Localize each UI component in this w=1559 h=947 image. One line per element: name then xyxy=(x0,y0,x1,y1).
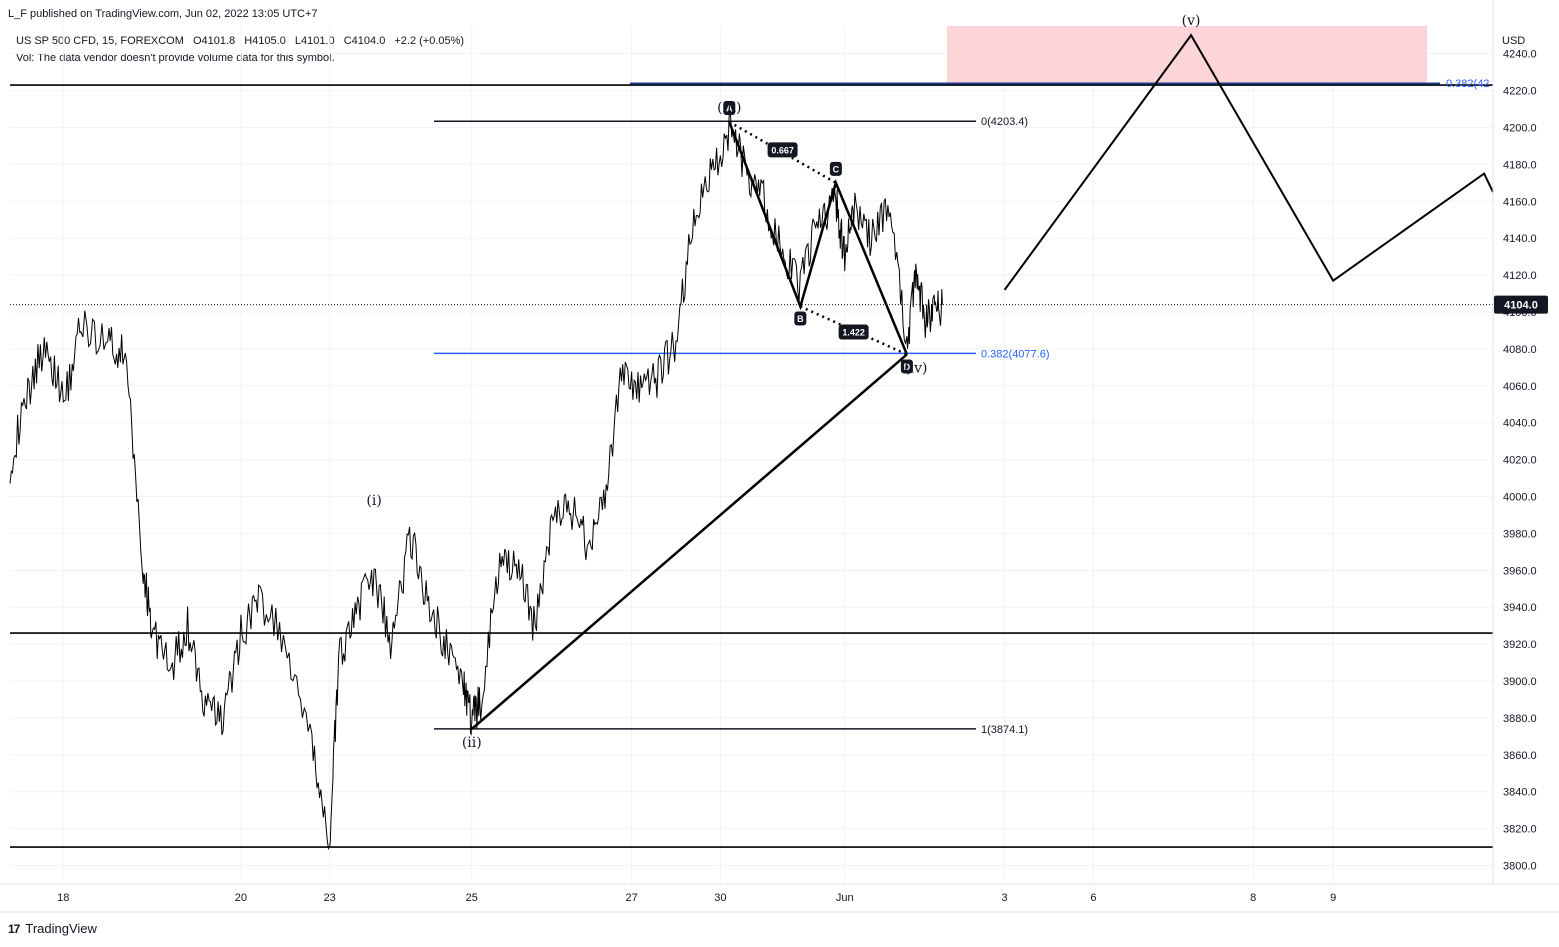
wave-label: (iii) xyxy=(717,100,741,116)
drawings-layer xyxy=(470,33,1494,730)
horizontal-levels xyxy=(10,82,1493,848)
projection-path xyxy=(1003,33,1494,291)
x-tick-label: 18 xyxy=(57,892,69,904)
y-tick-label: 4220.0 xyxy=(1503,86,1537,98)
currency-label: USD xyxy=(1502,35,1525,47)
symbol-info: US SP 500 CFD, 15, FOREXCOM O4101.8 H410… xyxy=(16,35,470,47)
harmonic-ratio-badge xyxy=(838,324,869,340)
y-tick-label: 3900.0 xyxy=(1503,676,1537,688)
last-price-badge xyxy=(1494,295,1548,314)
y-tick-label: 3860.0 xyxy=(1503,750,1537,762)
harmonic-point-badge xyxy=(723,100,736,115)
fib-level-label: 0(4203.4) xyxy=(981,116,1028,128)
x-tick-label: Jun xyxy=(836,892,854,904)
ohlc-change: +2.2 (+0.05%) xyxy=(394,35,465,47)
volume-note: Vol: The data vendor doesn't provide vol… xyxy=(16,52,335,64)
harmonic-point-badge xyxy=(794,311,807,326)
y-tick-label: 3940.0 xyxy=(1503,602,1537,614)
y-tick-label: 3880.0 xyxy=(1503,713,1537,725)
tradingview-logo-icon: 17 xyxy=(8,921,20,936)
wave-label: (i) xyxy=(366,493,381,509)
x-tick-label: 6 xyxy=(1090,892,1096,904)
y-tick-label: 3840.0 xyxy=(1503,787,1537,799)
x-tick-label: 20 xyxy=(235,892,247,904)
harmonic-point-label: C xyxy=(833,164,840,174)
harmonic-point-label: A xyxy=(726,103,733,113)
wave-label: (iv) xyxy=(904,360,927,376)
y-tick-label: 4080.0 xyxy=(1503,344,1537,356)
harmonic-ratio-badge xyxy=(767,142,798,158)
x-tick-label: 27 xyxy=(625,892,637,904)
harmonic-point-badge xyxy=(829,161,842,176)
fib-level-label: 0.382(4077.6) xyxy=(981,348,1050,360)
x-tick-label: 25 xyxy=(466,892,478,904)
symbol-name[interactable]: US SP 500 CFD, 15, FOREXCOM xyxy=(16,35,184,47)
harmonic-ratio-label: 0.667 xyxy=(771,145,794,155)
price-series-layer xyxy=(9,109,943,851)
harmonic-pattern-line xyxy=(728,121,909,355)
harmonic-point-label: D xyxy=(904,362,911,372)
y-tick-label: 3980.0 xyxy=(1503,528,1537,540)
y-tick-label: 4200.0 xyxy=(1503,122,1537,134)
y-tick-label: 4020.0 xyxy=(1503,455,1537,467)
x-tick-label: 8 xyxy=(1250,892,1256,904)
y-tick-label: 4240.0 xyxy=(1503,49,1537,61)
x-tick-label: 23 xyxy=(324,892,336,904)
price-series-line xyxy=(9,109,943,851)
y-tick-label: 4140.0 xyxy=(1503,233,1537,245)
tradingview-footer[interactable]: 17 TradingView xyxy=(8,921,97,936)
y-tick-label: 3800.0 xyxy=(1503,861,1537,873)
fib-extension-label: 0.382(42 xyxy=(1446,78,1489,90)
ohlc-open: O4101.8 xyxy=(192,35,236,47)
y-tick-label: 4180.0 xyxy=(1503,159,1537,171)
last-price-label: 4104.0 xyxy=(1504,300,1538,312)
publisher-line: L_F published on TradingView.com, Jun 02… xyxy=(8,8,318,20)
footer-brand: TradingView xyxy=(25,921,97,936)
x-tick-label: 9 xyxy=(1330,892,1336,904)
harmonic-point-label: B xyxy=(797,314,804,324)
harmonic-ratio-line-bd xyxy=(799,305,908,356)
axes-layer: USD 3800.0 3820.0 3840.0 3860.0 3880.0 3900.0 3… xyxy=(0,0,1559,913)
y-tick-label: 4000.0 xyxy=(1503,492,1537,504)
labels-layer: 0.382(42 0(4203.4) 0.382(4077.6) 1(3874.1) A… xyxy=(366,13,1489,751)
y-tick-label: 4040.0 xyxy=(1503,418,1537,430)
target-zone-layer xyxy=(947,26,1427,84)
y-tick-label: 4160.0 xyxy=(1503,196,1537,208)
ohlc-low: L4101.0 xyxy=(294,35,335,47)
harmonic-point-badge xyxy=(900,359,913,374)
y-tick-label: 3960.0 xyxy=(1503,565,1537,577)
wave-label: (v) xyxy=(1182,13,1201,29)
x-tick-label: 3 xyxy=(1002,892,1008,904)
chart-grid xyxy=(10,26,1493,884)
harmonic-ratio-label: 1.422 xyxy=(842,327,865,337)
y-tick-label: 3920.0 xyxy=(1503,639,1537,651)
wave-ii-iv-line xyxy=(470,353,908,730)
ohlc-high: H4105.0 xyxy=(244,35,286,47)
ohlc-close: C4104.0 xyxy=(343,35,386,47)
y-tick-label: 4060.0 xyxy=(1503,381,1537,393)
wave-label: (ii) xyxy=(462,735,482,751)
y-tick-label: 3820.0 xyxy=(1503,824,1537,836)
x-tick-label: 30 xyxy=(714,892,726,904)
fib-level-label: 1(3874.1) xyxy=(981,724,1028,736)
target-zone xyxy=(947,26,1427,84)
y-tick-label: 4120.0 xyxy=(1503,270,1537,282)
